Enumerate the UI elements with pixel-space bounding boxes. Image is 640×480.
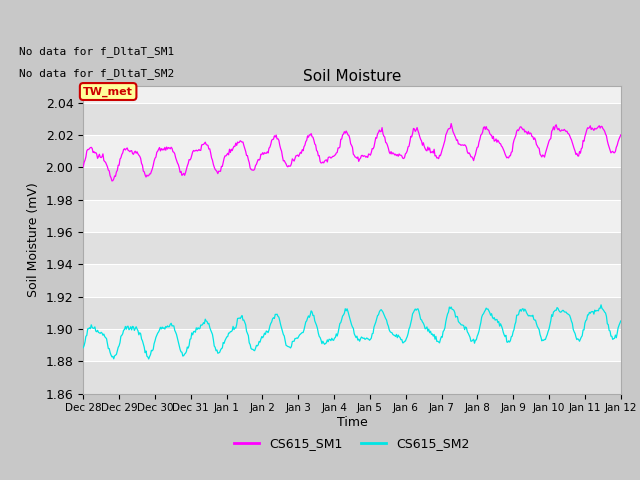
Bar: [83, 264, 621, 297]
Bar: [83, 232, 621, 264]
Title: Soil Moisture: Soil Moisture: [303, 69, 401, 84]
Legend: CS615_SM1, CS615_SM2: CS615_SM1, CS615_SM2: [229, 432, 475, 455]
Bar: [83, 297, 621, 329]
Text: TW_met: TW_met: [83, 86, 133, 96]
Text: No data for f_DltaT_SM1: No data for f_DltaT_SM1: [19, 47, 174, 58]
Bar: [83, 167, 621, 200]
Bar: [83, 329, 621, 361]
Bar: [83, 103, 621, 135]
Bar: [83, 200, 621, 232]
Bar: [83, 135, 621, 167]
Y-axis label: Soil Moisture (mV): Soil Moisture (mV): [27, 182, 40, 298]
Text: No data for f_DltaT_SM2: No data for f_DltaT_SM2: [19, 68, 174, 79]
X-axis label: Time: Time: [337, 416, 367, 429]
Bar: [83, 361, 621, 394]
